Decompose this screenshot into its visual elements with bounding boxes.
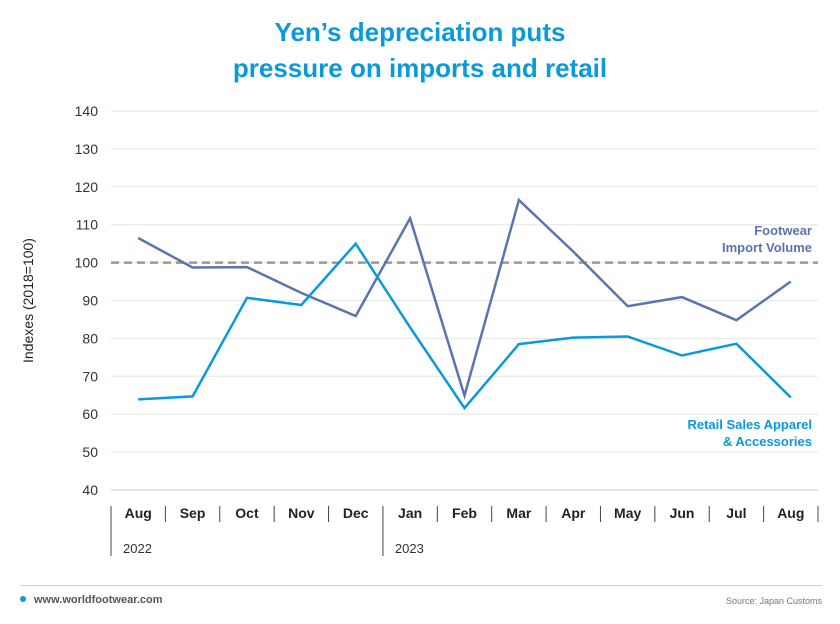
x-tick-label: Jul — [726, 505, 746, 521]
x-tick-label: Aug — [777, 505, 804, 521]
series-label-footwear-line-2: Import Volume — [722, 240, 812, 255]
bullet-icon — [20, 596, 26, 603]
series-label-footwear-line-1: Footwear — [754, 223, 812, 238]
series-label-retail-line-2: & Accessories — [723, 434, 812, 449]
year-label: 2023 — [395, 541, 424, 556]
x-tick-label: Oct — [235, 505, 259, 521]
x-tick-label: May — [614, 505, 641, 521]
x-tick-label: Mar — [506, 505, 531, 521]
chart-title: Yen’s depreciation puts pressure on impo… — [0, 14, 840, 86]
y-tick-label: 140 — [75, 103, 99, 119]
series-line-footwear-import-volume — [137, 197, 792, 401]
series-line-retail-sales-apparel — [138, 241, 792, 411]
x-tick-label: Jun — [670, 505, 695, 521]
y-tick-label: 130 — [75, 141, 99, 157]
website-label: www.worldfootwear.com — [34, 594, 163, 606]
chart-title-line-1: Yen’s depreciation puts — [274, 17, 566, 47]
x-tick-label: Sep — [180, 505, 206, 521]
footer-divider — [20, 585, 822, 586]
x-tick-label: Nov — [288, 505, 315, 521]
x-tick-label: Aug — [125, 505, 152, 521]
y-tick-label: 100 — [75, 255, 99, 271]
x-tick-label: Feb — [452, 505, 477, 521]
y-tick-label: 110 — [76, 217, 99, 233]
x-tick-label: Apr — [561, 505, 586, 521]
y-tick-label: 70 — [82, 368, 98, 384]
y-tick-label: 50 — [82, 444, 98, 460]
chart-title-line-2: pressure on imports and retail — [232, 53, 608, 83]
line-chart: 40 50 60 70 80 90 100 110 120 130 140 Indexes (2018… — [20, 103, 819, 556]
footer-website[interactable]: www.worldfootwear.com — [20, 594, 163, 606]
x-tick-label: Jan — [398, 505, 422, 521]
y-axis-title: Indexes (2018=100) — [20, 238, 36, 363]
y-tick-label: 60 — [82, 406, 98, 422]
x-tick-label: Dec — [343, 505, 369, 521]
year-label: 2022 — [123, 541, 152, 556]
y-tick-label: 120 — [75, 179, 99, 195]
series-label-retail-line-1: Retail Sales Apparel — [687, 417, 812, 432]
footer-source: Source: Japan Customs — [725, 596, 822, 606]
y-tick-label: 90 — [82, 293, 98, 309]
y-tick-label: 40 — [82, 482, 98, 498]
y-tick-label: 80 — [82, 330, 98, 346]
